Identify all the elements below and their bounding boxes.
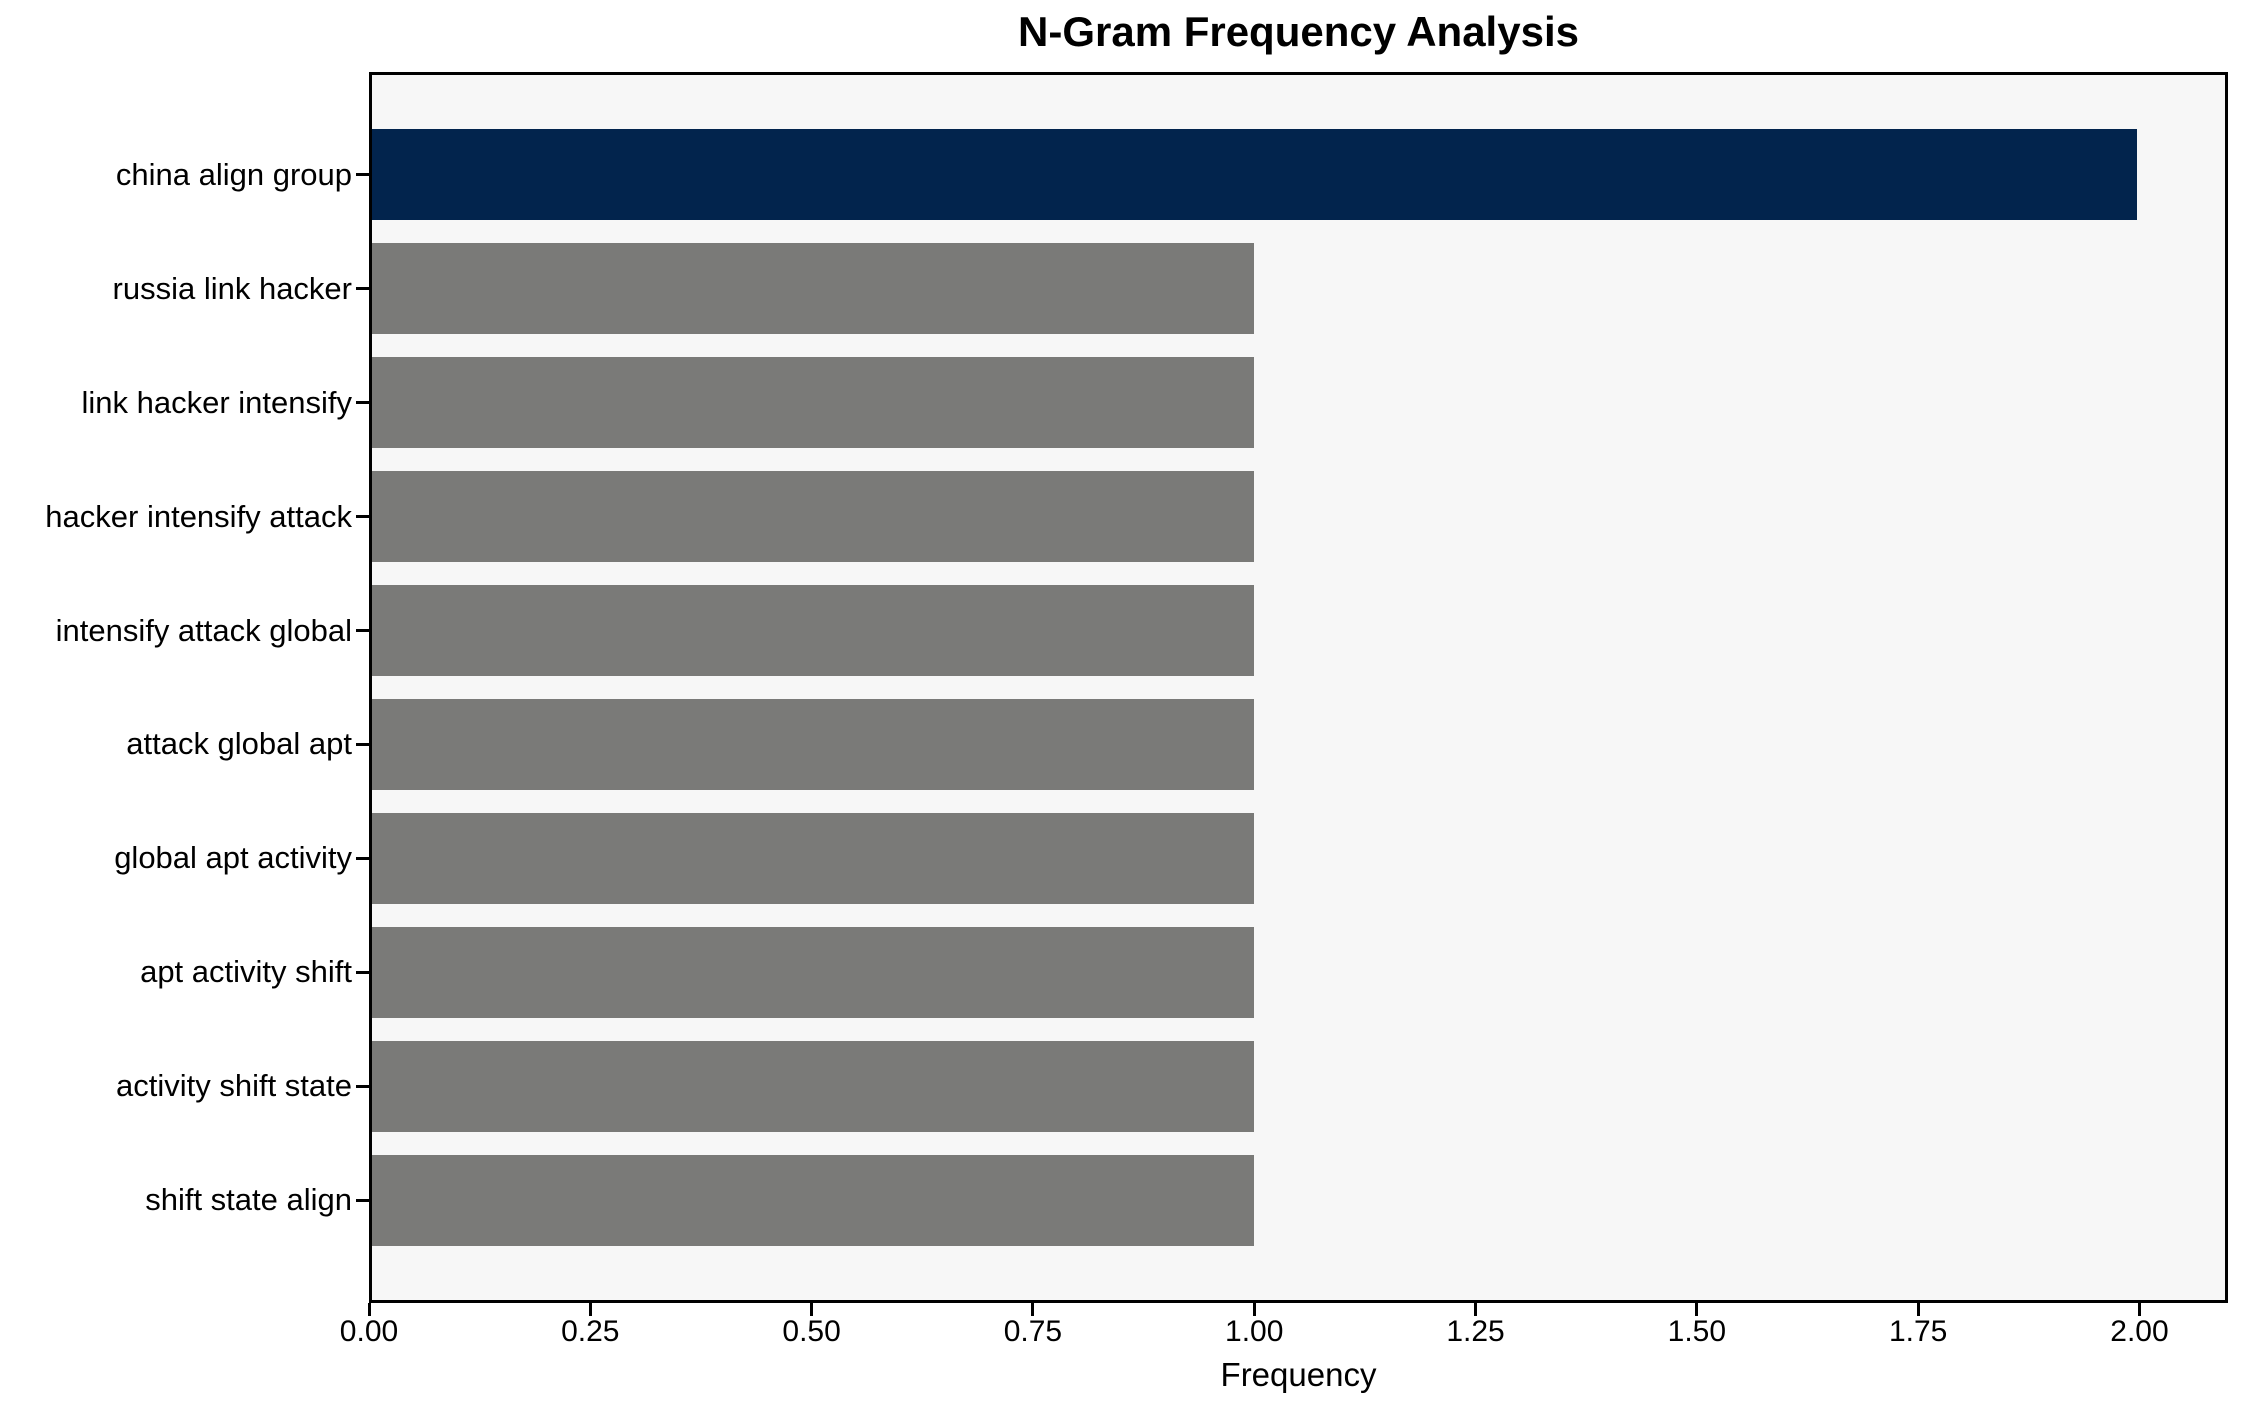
bar-intensify-attack-global (372, 584, 1255, 677)
x-tick-label: 0.25 (561, 1315, 620, 1348)
y-tick-label: shift state align (145, 1182, 352, 1218)
bar-shift-state-align (372, 1154, 1255, 1246)
y-tick-mark (356, 1084, 369, 1088)
y-tick-label: russia link hacker (112, 270, 352, 306)
bar-russia-link-hacker (372, 242, 1255, 335)
y-tick-label: hacker intensify attack (45, 498, 352, 534)
bar-activity-shift-state (372, 1040, 1255, 1132)
x-tick-mark (1695, 1303, 1699, 1316)
x-tick-label: 0.00 (339, 1315, 399, 1348)
bar-apt-activity-shift (372, 926, 1255, 1019)
y-tick-mark (356, 401, 369, 405)
y-tick-mark (356, 856, 369, 860)
y-tick-mark (356, 287, 369, 291)
plot-area (369, 72, 2228, 1303)
x-tick-mark (588, 1303, 592, 1316)
x-tick-mark (1031, 1303, 1035, 1316)
y-tick-mark (356, 515, 369, 519)
chart-title: N-Gram Frequency Analysis (1018, 8, 1579, 55)
x-tick-label: 0.50 (782, 1315, 841, 1348)
bar-china-align-group (372, 128, 2137, 221)
x-tick-label: 0.75 (1003, 1315, 1063, 1348)
x-axis-label: Frequency (1220, 1356, 1377, 1393)
x-tick-label: 1.50 (1667, 1315, 1727, 1348)
y-tick-label: intensify attack global (55, 612, 352, 648)
y-tick-mark (356, 742, 369, 746)
y-tick-label: activity shift state (115, 1068, 352, 1104)
x-tick-mark (367, 1303, 371, 1316)
y-tick-mark (356, 629, 369, 632)
y-tick-label: link hacker intensify (81, 384, 352, 420)
bar-hacker-intensify-attack (372, 470, 1255, 563)
y-tick-label: apt activity shift (140, 954, 352, 990)
y-tick-mark (356, 173, 369, 177)
x-tick-label: 1.25 (1446, 1315, 1505, 1348)
x-tick-label: 1.75 (1888, 1315, 1948, 1348)
x-tick-mark (1474, 1303, 1478, 1316)
y-tick-label: china align group (115, 156, 352, 192)
x-tick-mark (1252, 1303, 1256, 1316)
bar-global-apt-activity (372, 812, 1255, 905)
x-tick-label: 2.00 (2110, 1315, 2169, 1348)
x-tick-label: 1.00 (1225, 1315, 1284, 1348)
y-tick-mark (356, 1198, 369, 1202)
bar-attack-global-apt (372, 698, 1255, 791)
y-tick-mark (356, 970, 369, 974)
x-tick-mark (2137, 1303, 2141, 1316)
bar-link-hacker-intensify (372, 356, 1255, 449)
x-tick-mark (1916, 1303, 1920, 1316)
y-tick-label: global apt activity (114, 840, 352, 876)
x-tick-mark (810, 1303, 814, 1316)
y-tick-label: attack global apt (126, 726, 352, 762)
